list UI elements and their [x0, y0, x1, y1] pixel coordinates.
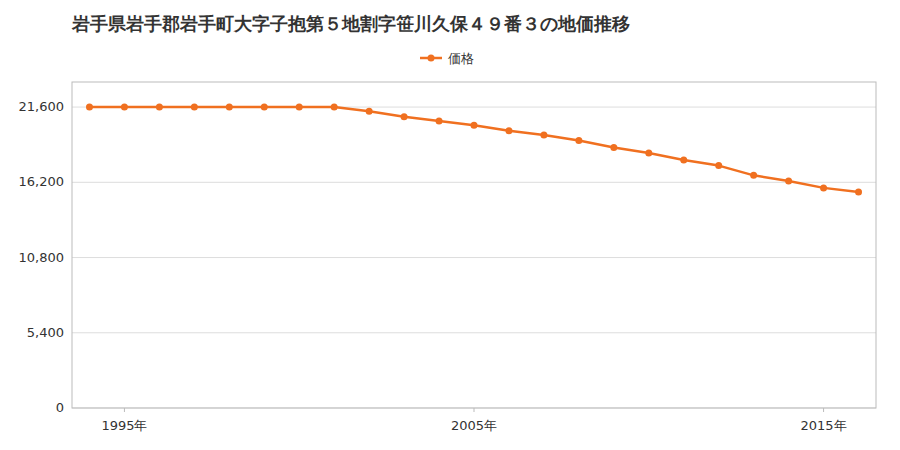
- plot-frame: [72, 82, 876, 408]
- legend: 価格: [420, 51, 474, 66]
- point: [401, 113, 408, 120]
- point: [855, 189, 862, 196]
- title: 岩手県岩手郡岩手町大字子抱第５地割字笹川久保４９番３の地価推移: [71, 13, 630, 34]
- x-tick-label: 2005年: [451, 418, 497, 433]
- point: [261, 104, 268, 111]
- point: [645, 150, 652, 157]
- point: [750, 172, 757, 179]
- x-tick: [124, 408, 125, 412]
- point: [680, 157, 687, 164]
- x-tick-label: 1995年: [101, 418, 147, 433]
- y-tick-label: 5,400: [27, 325, 64, 340]
- y-tick-label: 0: [56, 400, 64, 415]
- y-tick-label: 16,200: [19, 174, 65, 189]
- point: [156, 104, 163, 111]
- grid: [72, 107, 876, 408]
- point: [226, 104, 233, 111]
- x-tick-label: 2015年: [801, 418, 847, 433]
- point: [610, 144, 617, 151]
- point: [366, 108, 373, 115]
- line: [89, 107, 858, 192]
- point: [121, 104, 128, 111]
- grid-line: [72, 332, 876, 333]
- point: [436, 118, 443, 125]
- point: [331, 104, 338, 111]
- point: [820, 184, 827, 191]
- legend-label: 価格: [448, 51, 474, 66]
- data-area: [86, 104, 862, 196]
- point: [471, 122, 478, 129]
- x-tick: [823, 408, 824, 412]
- point: [540, 131, 547, 138]
- point: [86, 104, 93, 111]
- grid-line: [72, 182, 876, 183]
- point: [296, 104, 303, 111]
- y-tick-label: 21,600: [19, 99, 65, 114]
- point: [785, 177, 792, 184]
- x-tick: [474, 408, 475, 412]
- point: [575, 137, 582, 144]
- point: [715, 162, 722, 169]
- chart-container: 岩手県岩手郡岩手町大字子抱第５地割字笹川久保４９番３の地価推移 0 5,400 10,…: [0, 0, 900, 450]
- chart-svg: 岩手県岩手郡岩手町大字子抱第５地割字笹川久保４９番３の地価推移 0 5,400 10,…: [0, 0, 900, 450]
- point: [191, 104, 198, 111]
- legend-marker: [428, 55, 435, 62]
- grid-line: [72, 257, 876, 258]
- y-tick-label: 10,800: [19, 250, 65, 265]
- point: [505, 127, 512, 134]
